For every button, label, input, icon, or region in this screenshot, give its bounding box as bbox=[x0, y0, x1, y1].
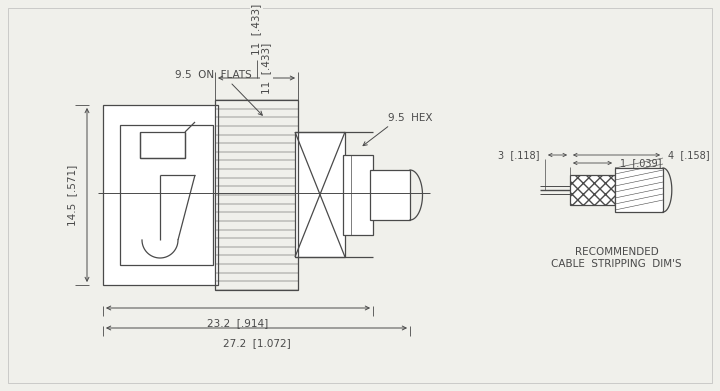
Bar bbox=[570, 175, 615, 205]
Text: CABLE  STRIPPING  DIM'S: CABLE STRIPPING DIM'S bbox=[552, 259, 682, 269]
Bar bbox=[103, 105, 218, 285]
Bar bbox=[140, 132, 185, 158]
Bar bbox=[343, 155, 373, 235]
Bar bbox=[370, 170, 410, 220]
Text: 23.2  [.914]: 23.2 [.914] bbox=[207, 318, 269, 328]
Text: 1  [.039]: 1 [.039] bbox=[620, 158, 662, 168]
Text: 9.5  HEX: 9.5 HEX bbox=[388, 113, 433, 123]
Text: 11  [.433]: 11 [.433] bbox=[251, 4, 261, 55]
Text: 27.2  [1.072]: 27.2 [1.072] bbox=[222, 338, 290, 348]
Text: 14.5  [.571]: 14.5 [.571] bbox=[67, 164, 77, 226]
Text: 3  [.118]: 3 [.118] bbox=[498, 150, 540, 160]
Bar bbox=[615, 168, 663, 212]
Text: 9.5  ON  FLATS: 9.5 ON FLATS bbox=[175, 70, 252, 80]
Text: 4  [.158]: 4 [.158] bbox=[668, 150, 710, 160]
Bar bbox=[120, 125, 213, 265]
Bar bbox=[295, 132, 345, 257]
Bar bbox=[215, 100, 298, 290]
Text: 11  [.433]: 11 [.433] bbox=[261, 42, 271, 93]
Text: RECOMMENDED: RECOMMENDED bbox=[575, 247, 658, 257]
